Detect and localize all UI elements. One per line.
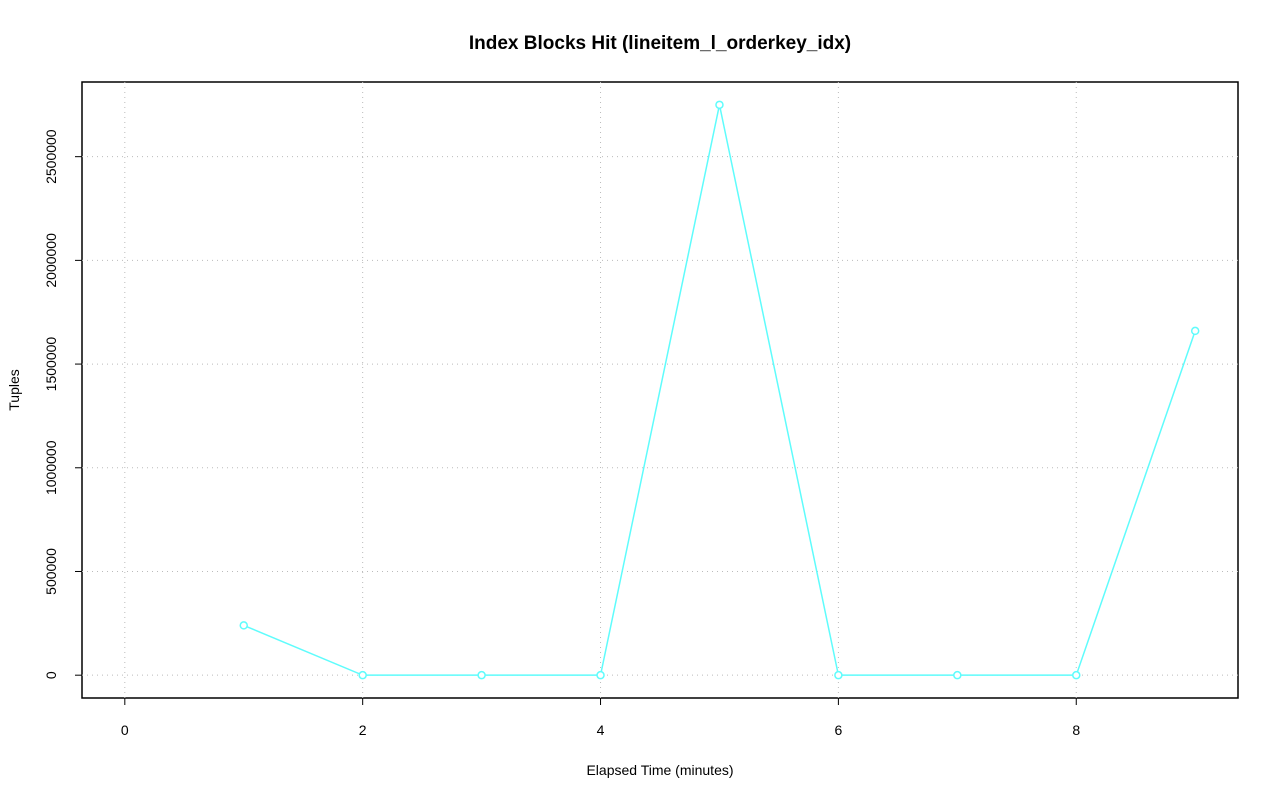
- point: [715, 100, 724, 110]
- x-tick-label: 0: [121, 722, 129, 738]
- point: [1190, 326, 1200, 336]
- line: [243, 104, 1196, 676]
- point: [477, 670, 486, 680]
- y-tick-label: 500000: [43, 548, 59, 595]
- y-axis-label: Tuples: [6, 369, 22, 411]
- point: [1072, 670, 1081, 680]
- point: [596, 670, 605, 680]
- y-tick-label: 1500000: [43, 337, 59, 392]
- y-tick-label: 1000000: [43, 440, 59, 495]
- plot-frame: [81, 81, 1239, 699]
- x-tick-label: 6: [834, 722, 842, 738]
- x-tick-label: 4: [597, 722, 605, 738]
- y-tick-label: 2500000: [43, 129, 59, 184]
- point: [953, 670, 962, 680]
- x-tick-label: 2: [359, 722, 367, 738]
- x-axis-label: Elapsed Time (minutes): [586, 762, 733, 778]
- y-tick-label: 0: [43, 671, 59, 679]
- point: [358, 670, 367, 680]
- x-tick-label: 8: [1072, 722, 1080, 738]
- chart-title: Index Blocks Hit (lineitem_l_orderkey_id…: [469, 33, 851, 54]
- point: [239, 621, 248, 630]
- point: [834, 670, 843, 680]
- y-tick-label: 2000000: [43, 233, 59, 288]
